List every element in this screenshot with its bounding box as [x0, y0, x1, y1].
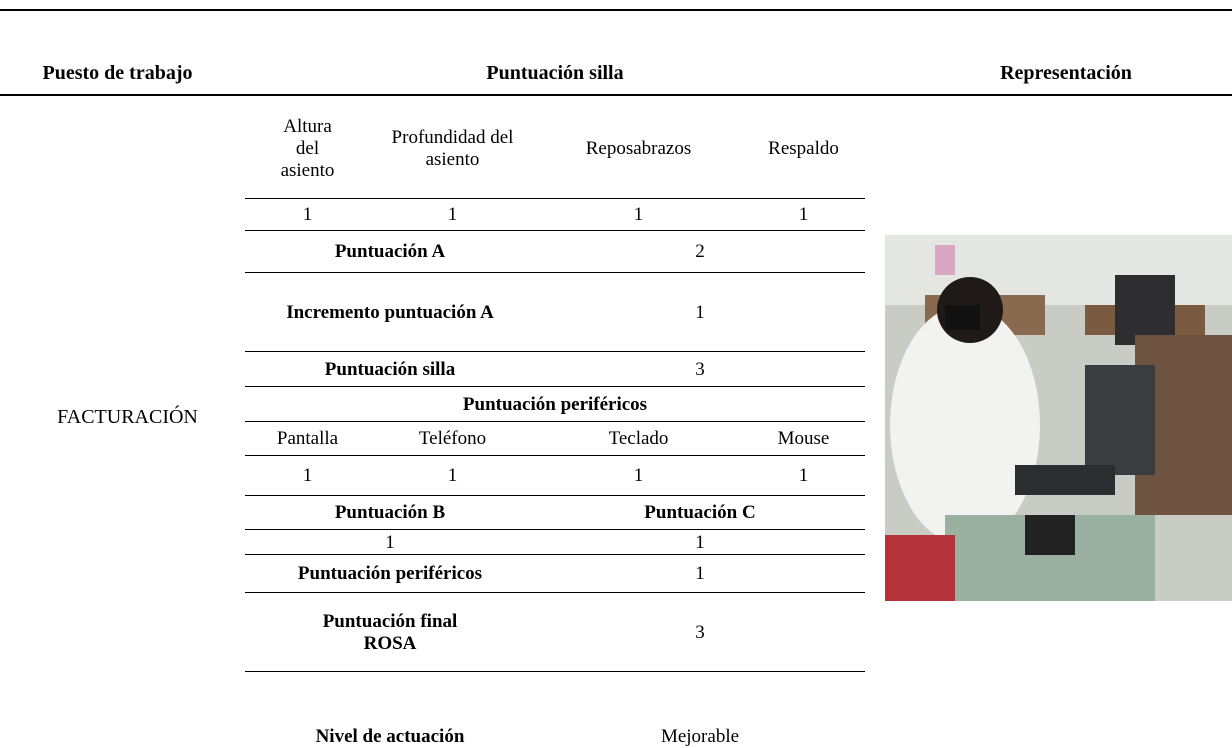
cell-text: Teléfono: [418, 428, 487, 449]
table-cell: 2: [535, 231, 865, 273]
row-rule: [245, 671, 865, 672]
table-cell: Pantalla: [245, 422, 370, 456]
cell-text: 1: [302, 465, 313, 486]
table-cell: 1: [535, 273, 865, 352]
table-cell: Mejorable: [535, 672, 865, 748]
cell-text: Reposabrazos: [585, 137, 692, 159]
row-rule: [245, 198, 865, 199]
cell-text: 1: [798, 204, 809, 225]
header: Puntuación silla: [486, 62, 624, 84]
row-rule: [245, 455, 865, 456]
table-cell: Puntuación periféricos: [245, 555, 535, 593]
cell-text: 1: [447, 204, 458, 225]
table-cell: Respaldo: [742, 98, 865, 199]
row-rule: [245, 554, 865, 555]
cell-text: Mejorable: [660, 726, 740, 747]
table-cell: Altura del asiento: [245, 98, 370, 199]
table-cell: Puntuación final ROSA: [245, 593, 535, 672]
table-cell: Puntuación periféricos: [245, 387, 865, 422]
table-cell: 1: [742, 199, 865, 231]
cell-text: 1: [695, 563, 705, 584]
header-rule: [0, 94, 1232, 96]
cell-text: 1: [447, 465, 458, 486]
table-cell: Mouse: [742, 422, 865, 456]
cell-text: 1: [695, 301, 705, 323]
table-cell: 1: [742, 456, 865, 496]
cell-text: Profundidad del asiento: [391, 126, 514, 170]
cell-text: Puntuación A: [334, 241, 446, 262]
row-rule: [245, 592, 865, 593]
table-cell: Teclado: [535, 422, 742, 456]
cell-text: 1: [302, 204, 313, 225]
table-cell: 1: [245, 530, 535, 555]
table-cell: 1: [370, 456, 535, 496]
cell-text: Nivel de actuación: [315, 726, 465, 747]
row-rule: [245, 230, 865, 231]
cell-text: 1: [798, 465, 809, 486]
table-cell: 1: [245, 199, 370, 231]
cell-text: Teclado: [608, 428, 669, 449]
table-cell: Puntuación B: [245, 496, 535, 530]
photo: [885, 235, 1232, 601]
table-cell: 1: [535, 456, 742, 496]
row-rule: [245, 386, 865, 387]
table-cell: Incremento puntuación A: [245, 273, 535, 352]
table-cell: Teléfono: [370, 422, 535, 456]
row-rule: [245, 495, 865, 496]
table-cell: 1: [535, 199, 742, 231]
header: Representación: [1000, 62, 1132, 84]
cell-text: 2: [695, 241, 705, 262]
table-cell: 1: [370, 199, 535, 231]
cell-text: 1: [633, 465, 644, 486]
header: Puesto de trabajo: [42, 62, 193, 84]
table-cell: Nivel de actuación: [245, 672, 535, 748]
table-cell: Reposabrazos: [535, 98, 742, 199]
cell-text: 3: [695, 621, 705, 643]
cell-text: 1: [385, 531, 395, 553]
cell-text: Puntuación B: [334, 502, 446, 523]
table-cell: 3: [535, 593, 865, 672]
row-rule: [245, 529, 865, 530]
cell-text: Incremento puntuación A: [286, 301, 494, 323]
table-cell: Profundidad del asiento: [370, 98, 535, 199]
cell-text: 1: [695, 531, 705, 553]
cell-text: 3: [695, 358, 705, 380]
row-rule: [245, 421, 865, 422]
row-rule: [245, 272, 865, 273]
cell-text: Puntuación silla: [324, 358, 456, 380]
table-cell: 1: [535, 530, 865, 555]
row-rule: [245, 351, 865, 352]
cell-text: Pantalla: [276, 428, 339, 449]
cell-text: 1: [633, 204, 644, 225]
table-cell: 1: [245, 456, 370, 496]
job-name: FACTURACIÓN: [57, 406, 198, 428]
cell-text: Altura del asiento: [280, 115, 335, 181]
cell-text: Respaldo: [768, 137, 839, 159]
cell-text: Puntuación C: [644, 502, 756, 523]
table-cell: Puntuación silla: [245, 352, 535, 387]
table-cell: 3: [535, 352, 865, 387]
table-cell: Puntuación A: [245, 231, 535, 273]
cell-text: Mouse: [777, 428, 830, 449]
table-cell: 1: [535, 555, 865, 593]
top-rule: [0, 9, 1232, 11]
cell-text: Puntuación final ROSA: [322, 610, 458, 654]
cell-text: Puntuación periféricos: [297, 563, 483, 584]
cell-text: Puntuación periféricos: [462, 393, 648, 415]
table-cell: Puntuación C: [535, 496, 865, 530]
